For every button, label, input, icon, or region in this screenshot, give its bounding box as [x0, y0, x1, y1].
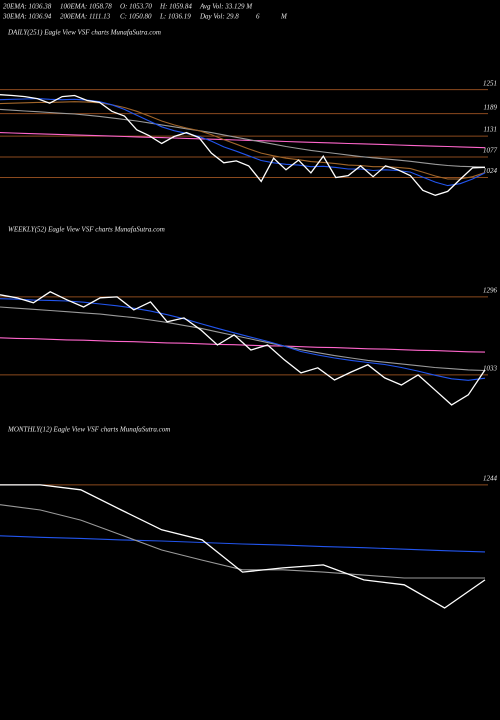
series-line [0, 337, 486, 353]
header-stat: L: 1036.19 [159, 13, 191, 21]
panel-title: DAILY(251) Eagle View VSF charts MunafaS… [7, 29, 161, 37]
y-tick-label: 1033 [483, 365, 498, 373]
y-tick-label: 1251 [483, 79, 497, 87]
series-line [0, 504, 485, 579]
y-tick-label: 1077 [483, 147, 498, 155]
header-stat: 20EMA: 1036.38 [3, 3, 52, 11]
y-tick-label: 1131 [484, 126, 497, 134]
header-stat: 200EMA: 1111.13 [60, 13, 111, 21]
header-stat: H: 1059.84 [159, 3, 192, 11]
series-line [0, 98, 486, 187]
series-line [0, 108, 486, 168]
series-line [0, 306, 486, 372]
series-line [0, 94, 486, 196]
header-stat: 100EMA: 1058.78 [60, 3, 112, 11]
header-stat: Avg Vol: 33.129 M [199, 3, 253, 11]
header-stat: C: 1050.80 [120, 13, 152, 21]
header-stat: O: 1053.70 [120, 3, 152, 11]
panel-title: WEEKLY(52) Eagle View VSF charts MunafaS… [8, 226, 165, 234]
header-stat: Day Vol: 29.8 [199, 13, 239, 21]
y-tick-label: 1296 [483, 286, 498, 294]
panel-title: MONTHLY(12) Eagle View VSF charts Munafa… [7, 426, 170, 434]
series-line [0, 298, 486, 381]
header-stat: M [280, 13, 288, 21]
y-tick-label: 1189 [484, 103, 498, 111]
y-tick-label: 1024 [483, 167, 498, 175]
series-line [0, 535, 486, 553]
header-stat: 6 [256, 13, 260, 21]
series-line [0, 132, 486, 149]
header-stat: 30EMA: 1036.94 [2, 13, 52, 21]
series-line [0, 291, 486, 406]
y-tick-label: 1244 [483, 475, 498, 483]
series-line [0, 484, 486, 609]
series-line [0, 101, 486, 180]
